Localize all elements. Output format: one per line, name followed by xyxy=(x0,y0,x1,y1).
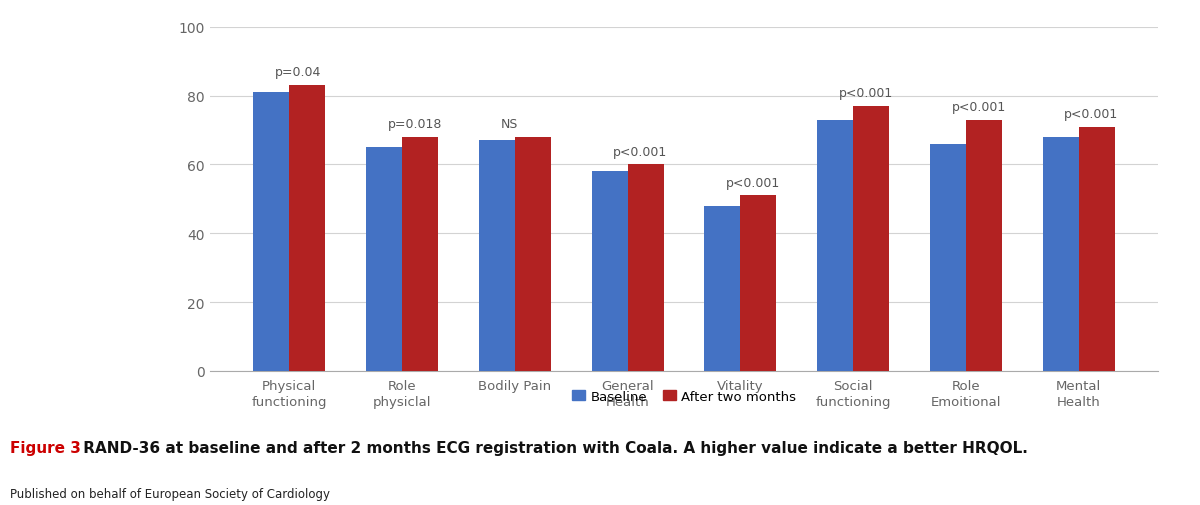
Text: p<0.001: p<0.001 xyxy=(952,100,1006,114)
Bar xyxy=(628,165,664,371)
Text: p<0.001: p<0.001 xyxy=(839,87,893,100)
Bar xyxy=(366,148,402,371)
Bar xyxy=(853,107,889,371)
Bar xyxy=(966,121,1002,371)
Text: p=0.018: p=0.018 xyxy=(388,118,442,131)
Bar xyxy=(817,121,853,371)
Bar xyxy=(930,144,966,371)
Text: NS: NS xyxy=(500,118,517,131)
Bar xyxy=(1043,138,1079,371)
Bar xyxy=(402,138,438,371)
Legend: Baseline, After two months: Baseline, After two months xyxy=(571,390,797,403)
Text: p<0.001: p<0.001 xyxy=(613,145,667,158)
Text: p<0.001: p<0.001 xyxy=(726,176,780,189)
Text: Published on behalf of European Society of Cardiology: Published on behalf of European Society … xyxy=(10,487,330,499)
Text: RAND-36 at baseline and after 2 months ECG registration with Coala. A higher val: RAND-36 at baseline and after 2 months E… xyxy=(78,440,1028,455)
Bar xyxy=(479,141,515,371)
Bar xyxy=(740,196,776,371)
Text: Figure 3: Figure 3 xyxy=(10,440,80,455)
Text: p<0.001: p<0.001 xyxy=(1064,108,1118,121)
Bar xyxy=(515,138,551,371)
Bar xyxy=(592,172,628,371)
Bar xyxy=(704,207,740,371)
Bar xyxy=(253,93,289,371)
Bar xyxy=(289,86,325,371)
Text: p=0.04: p=0.04 xyxy=(275,66,322,79)
Bar xyxy=(1079,127,1115,371)
